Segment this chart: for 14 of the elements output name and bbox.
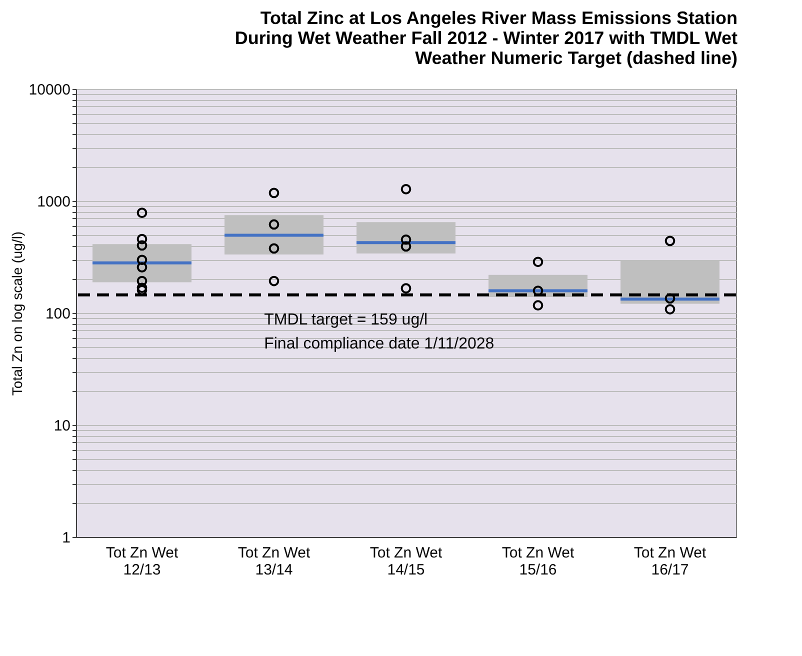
x-tick-label: Tot Zn Wet 12/13 xyxy=(106,544,179,578)
y-tick-label: 100 xyxy=(45,306,70,322)
x-tick-label: Tot Zn Wet 13/14 xyxy=(238,544,311,578)
y-tick-label: 1000 xyxy=(37,194,70,210)
chart-title: Total Zinc at Los Angeles River Mass Emissions Station During Wet Weather Fall 2012 - Winter 2017 with TMDL Wet Weather Numeric Target (dashed line) xyxy=(234,8,738,68)
y-tick-label: 1 xyxy=(62,530,70,546)
y-axis-title: Total Zn on log scale (ug/l) xyxy=(8,231,25,396)
x-tick-label: Tot Zn Wet 15/16 xyxy=(502,544,575,578)
x-tick-label: Tot Zn Wet 16/17 xyxy=(634,544,707,578)
annotation: TMDL target = 159 ug/l xyxy=(264,312,428,329)
y-tick-label: 10 xyxy=(54,418,70,434)
x-tick-label: Tot Zn Wet 14/15 xyxy=(370,544,443,578)
y-tick-label: 10000 xyxy=(28,82,70,98)
annotation: Final compliance date 1/11/2028 xyxy=(264,336,494,353)
